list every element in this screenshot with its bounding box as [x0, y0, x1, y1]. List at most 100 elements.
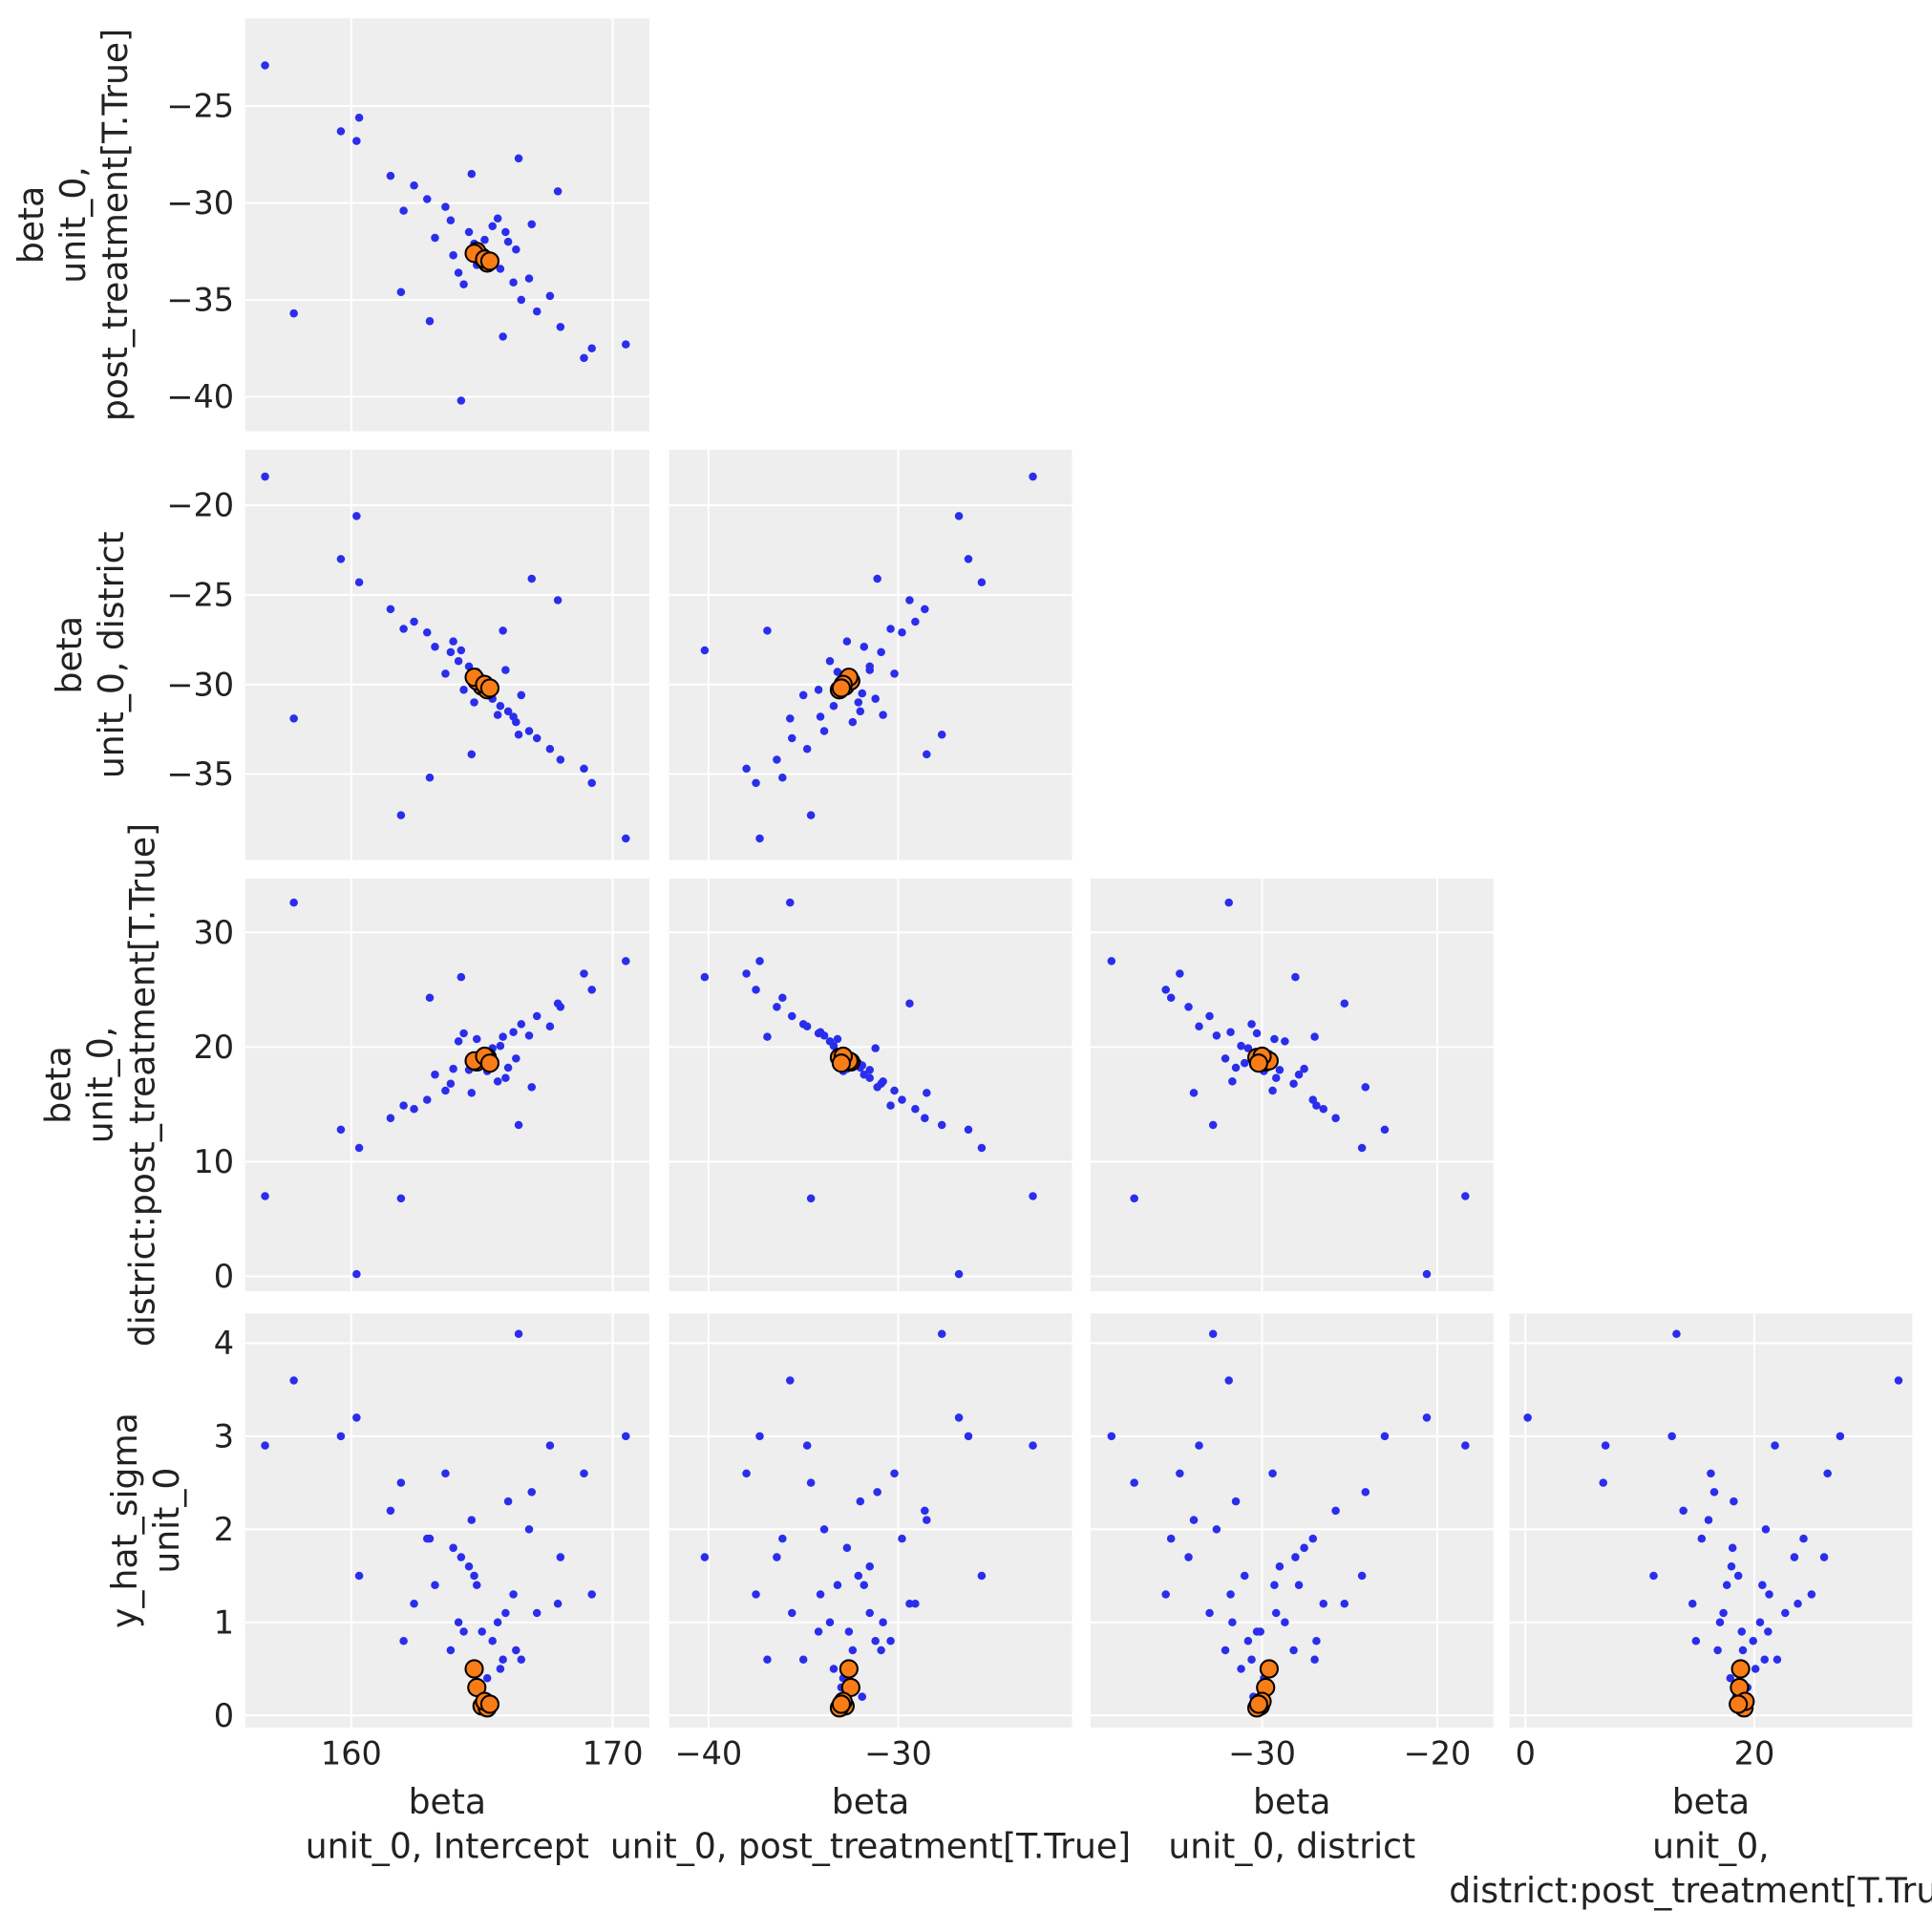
- sample-point: [802, 744, 812, 754]
- sample-point: [1523, 1413, 1532, 1422]
- sample-point: [396, 811, 406, 819]
- sample-point: [848, 717, 858, 727]
- sample-point: [1221, 1054, 1230, 1063]
- sample-point: [459, 1627, 468, 1636]
- sample-point: [1289, 1645, 1298, 1655]
- sample-point: [456, 972, 466, 982]
- sample-point: [871, 1044, 880, 1052]
- y-tick-label: −25: [166, 576, 234, 613]
- y-tick-label: −25: [166, 88, 234, 125]
- sample-point: [464, 1562, 474, 1571]
- sample-point: [1715, 1618, 1725, 1627]
- sample-point: [1237, 1665, 1245, 1673]
- sample-point: [977, 1143, 987, 1153]
- sample-point: [825, 657, 835, 666]
- sample-point: [1781, 1608, 1790, 1618]
- sample-point: [1340, 1600, 1349, 1608]
- x-axis-label: district:post_treatment[T.True]: [1449, 1870, 1932, 1911]
- x-axis-label: unit_0, post_treatment[T.True]: [610, 1826, 1131, 1867]
- sample-point: [1166, 1534, 1176, 1543]
- sample-point: [514, 154, 523, 163]
- sample-point: [786, 1376, 795, 1385]
- sample-point: [700, 1553, 710, 1561]
- y-axis-label: beta: [38, 1046, 79, 1123]
- sample-point: [1161, 986, 1170, 994]
- sample-point: [886, 1101, 895, 1110]
- x-tick-label: 20: [1734, 1735, 1775, 1773]
- sample-point: [496, 265, 505, 273]
- sample-point: [1730, 1497, 1738, 1506]
- sample-point: [336, 555, 346, 563]
- sample-point: [1688, 1600, 1697, 1608]
- sample-point: [879, 1077, 887, 1086]
- sample-point: [441, 1086, 450, 1095]
- sample-point: [798, 1655, 808, 1664]
- x-axis-label: unit_0, district: [1168, 1826, 1415, 1867]
- sample-point: [1300, 1543, 1308, 1553]
- sample-point: [425, 773, 435, 782]
- sample-point: [449, 1543, 457, 1553]
- y-tick-label: −40: [166, 378, 234, 415]
- sample-point: [825, 1618, 835, 1627]
- sample-point: [545, 291, 555, 301]
- sample-point: [773, 1553, 781, 1561]
- sample-point: [1184, 1003, 1193, 1011]
- sample-point: [545, 1022, 555, 1031]
- sample-point: [512, 1645, 520, 1655]
- sample-point: [622, 340, 630, 349]
- sample-point: [503, 1063, 513, 1072]
- sample-point: [459, 280, 468, 289]
- sample-point: [1361, 1083, 1370, 1092]
- sample-point: [454, 657, 463, 666]
- sample-point: [386, 1506, 395, 1516]
- sample-point: [1704, 1516, 1713, 1524]
- sample-point: [1599, 1478, 1608, 1487]
- sample-point: [1228, 1077, 1237, 1086]
- sample-point: [1208, 1120, 1218, 1130]
- panel-background: [669, 1313, 1072, 1728]
- sample-point: [905, 1600, 914, 1608]
- sample-point: [467, 1516, 477, 1524]
- sample-point: [517, 1655, 526, 1664]
- y-tick-label: −20: [166, 487, 234, 524]
- x-axis-label: beta: [1672, 1781, 1750, 1822]
- sample-point: [556, 323, 565, 331]
- sample-point: [854, 698, 863, 707]
- divergent-point: [1248, 1053, 1268, 1073]
- sample-point: [512, 1054, 520, 1063]
- sample-point: [865, 1073, 874, 1083]
- sample-point: [773, 1003, 781, 1011]
- sample-point: [354, 1571, 364, 1581]
- sample-point: [1291, 1553, 1300, 1561]
- sample-point: [1212, 1031, 1221, 1040]
- sample-point: [1722, 1581, 1731, 1590]
- x-tick-label: −30: [1228, 1735, 1296, 1773]
- sample-point: [752, 778, 760, 788]
- y-tick-label: 30: [193, 914, 234, 951]
- sample-point: [423, 628, 432, 637]
- sample-point: [527, 1488, 537, 1497]
- sample-point: [802, 1022, 812, 1031]
- sample-point: [386, 171, 395, 180]
- panel-background: [244, 18, 649, 432]
- sample-point: [921, 1506, 929, 1516]
- y-axis-label: post_treatment[T.True]: [95, 29, 136, 421]
- sample-point: [261, 61, 269, 70]
- sample-point: [1252, 1627, 1262, 1636]
- sample-point: [514, 730, 523, 739]
- sample-point: [1029, 1441, 1037, 1450]
- sample-point: [1823, 1469, 1832, 1478]
- sample-point: [898, 1534, 906, 1543]
- sample-point: [386, 1114, 395, 1123]
- sample-point: [587, 778, 596, 788]
- sample-point: [399, 1636, 408, 1645]
- sample-point: [517, 295, 526, 305]
- sample-point: [1807, 1590, 1816, 1599]
- sample-point: [396, 1194, 406, 1203]
- x-axis-label: beta: [1253, 1781, 1330, 1822]
- sample-point: [496, 1665, 505, 1673]
- sample-point: [449, 637, 457, 646]
- sample-point: [954, 1269, 964, 1279]
- sample-point: [499, 1655, 507, 1664]
- sample-point: [1228, 1618, 1237, 1627]
